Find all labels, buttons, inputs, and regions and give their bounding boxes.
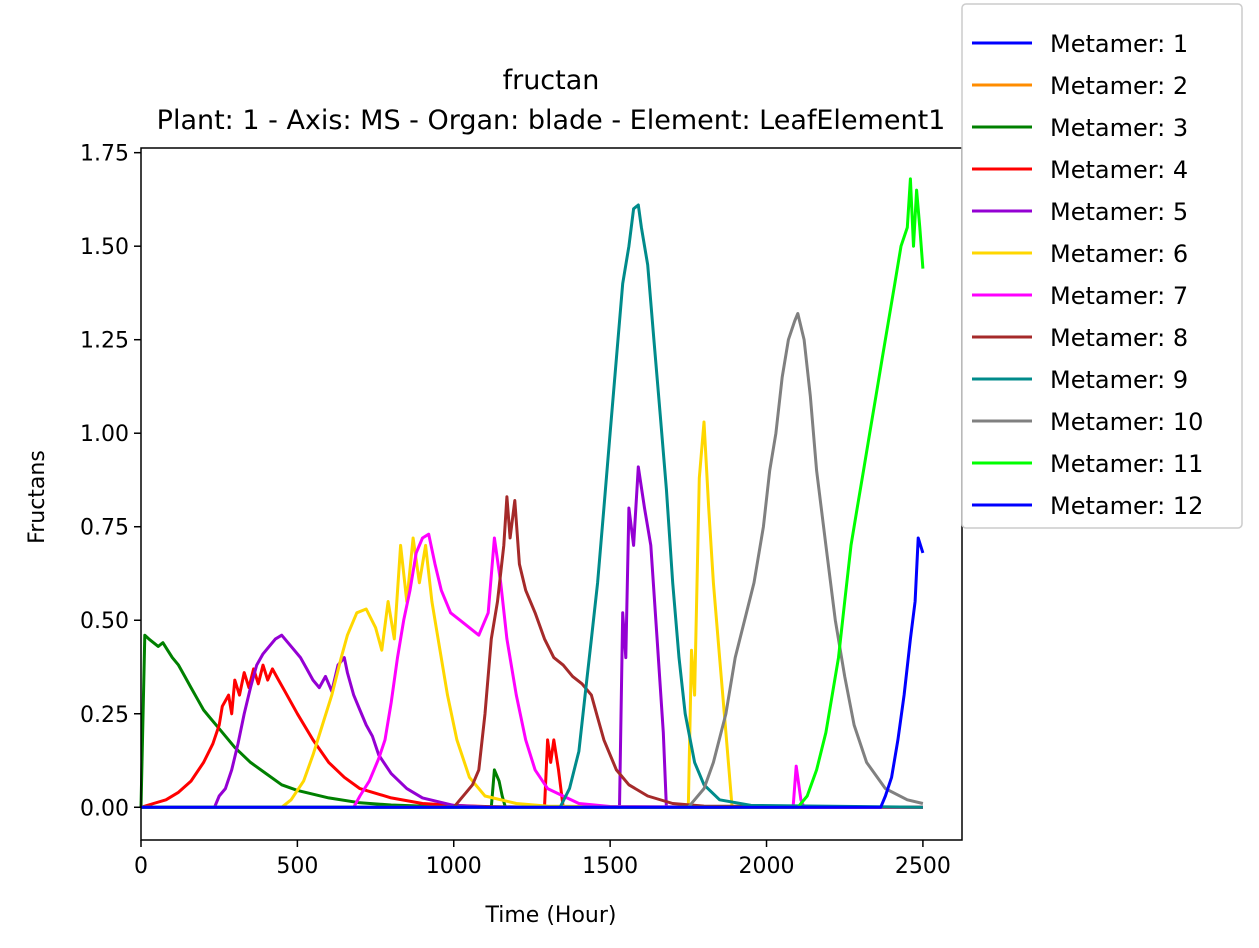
legend-label-metamer-8: Metamer: 8 [1050,324,1188,352]
x-tick-label: 500 [276,854,318,879]
legend-label-metamer-7: Metamer: 7 [1050,282,1188,310]
series-line-metamer-4 [140,663,923,809]
series-line-metamer-12 [141,536,925,809]
x-tick-label: 1000 [426,854,482,879]
x-tick-label: 1500 [582,854,638,879]
y-tick-label: 1.00 [80,422,129,447]
x-axis-label: Time (Hour) [485,903,617,928]
legend-label-metamer-5: Metamer: 5 [1050,198,1188,226]
series-line-metamer-9 [141,203,923,809]
series-line-metamer-8 [141,495,923,809]
series-line-metamer-6 [141,420,923,809]
legend-label-metamer-2: Metamer: 2 [1050,72,1188,100]
y-tick-label: 0.00 [80,796,129,821]
legend-label-metamer-12: Metamer: 12 [1050,492,1203,520]
y-tick-label: 1.75 [80,142,129,167]
series-layer [139,177,925,809]
x-axis: 0 500 1000 1500 2000 2500 [134,840,951,879]
legend: Metamer: 1 Metamer: 2 Metamer: 3 Metamer: 4… [961,3,1243,529]
legend-label-metamer-11: Metamer: 11 [1050,450,1203,478]
y-axis-label: Fructans [25,450,50,544]
legend-label-metamer-10: Metamer: 10 [1050,408,1203,436]
legend-label-metamer-3: Metamer: 3 [1050,114,1188,142]
x-tick-label: 2500 [895,854,951,879]
x-tick-label: 0 [134,854,148,879]
series-line-metamer-5 [141,465,923,809]
legend-box [961,3,1243,529]
y-axis: 0.00 0.25 0.50 0.75 1.00 1.25 1.50 1.75 [80,142,141,821]
y-tick-label: 0.75 [80,516,129,541]
legend-label-metamer-9: Metamer: 9 [1050,366,1188,394]
series-line-metamer-10 [141,312,924,809]
y-tick-label: 1.25 [80,329,129,354]
legend-label-metamer-6: Metamer: 6 [1050,240,1188,268]
y-tick-label: 1.50 [80,235,129,260]
chart-title: fructan [503,65,600,96]
chart-subtitle: Plant: 1 - Axis: MS - Organ: blade - Ele… [157,105,946,136]
series-line-metamer-11 [141,177,925,809]
series-line-metamer-7 [141,532,923,809]
plot-area [140,147,963,841]
y-tick-label: 0.25 [80,703,129,728]
legend-label-metamer-1: Metamer: 1 [1050,30,1188,58]
x-tick-label: 2000 [739,854,795,879]
legend-label-metamer-4: Metamer: 4 [1050,156,1188,184]
y-tick-label: 0.50 [80,609,129,634]
